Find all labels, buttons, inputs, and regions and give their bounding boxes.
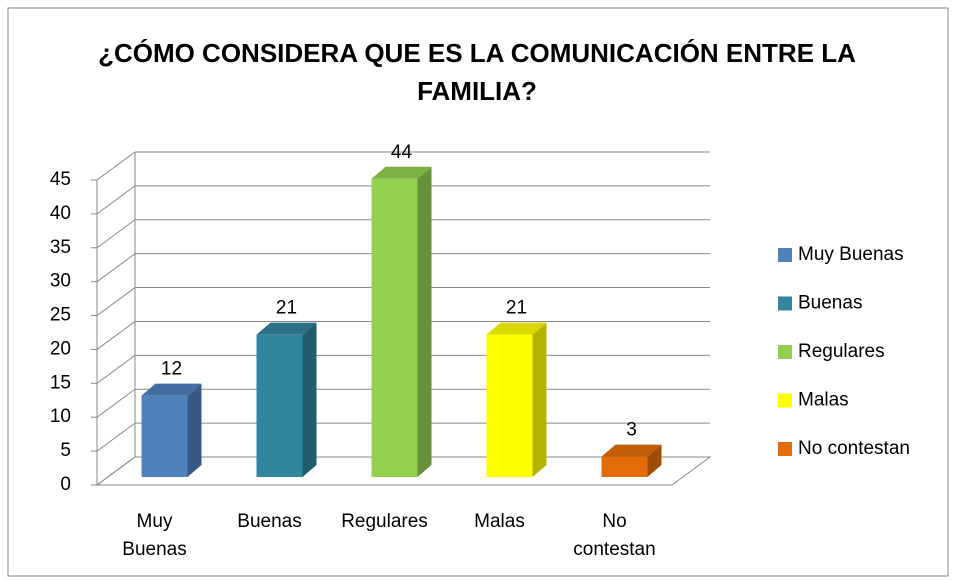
bar xyxy=(141,395,188,477)
bar-top xyxy=(256,322,317,335)
x-tick-label: No contestan xyxy=(573,511,656,560)
legend-swatch xyxy=(778,345,792,359)
grid-line xyxy=(96,253,136,283)
legend-swatch xyxy=(778,442,792,456)
x-tick-label: Buenas xyxy=(237,511,302,532)
grid-line xyxy=(96,422,136,452)
legend-swatch xyxy=(778,393,792,408)
x-tick-label: Regulares xyxy=(341,511,428,532)
legend-label: Malas xyxy=(798,390,849,411)
grid-line xyxy=(96,151,136,181)
grid-line xyxy=(96,219,136,249)
value-label: 21 xyxy=(506,298,527,319)
value-label: 21 xyxy=(276,298,297,319)
y-tick-label: 35 xyxy=(50,237,71,258)
value-label: 44 xyxy=(391,142,413,163)
legend-swatch xyxy=(778,248,792,262)
bar-top xyxy=(601,444,662,457)
value-label: 12 xyxy=(161,359,182,380)
legend-swatch xyxy=(778,296,792,311)
y-tick-label: 10 xyxy=(50,406,71,427)
bar-side xyxy=(302,322,317,477)
y-tick-label: 20 xyxy=(50,338,71,359)
bar xyxy=(371,178,418,477)
grid-line xyxy=(96,388,136,418)
grid-line xyxy=(96,354,136,384)
bar-side xyxy=(532,322,547,477)
y-tick-label: 30 xyxy=(50,271,71,292)
bar-top xyxy=(486,322,547,335)
legend-label: Buenas xyxy=(798,293,862,314)
bar xyxy=(486,334,533,477)
y-tick-label: 0 xyxy=(60,474,71,495)
bar-top xyxy=(141,383,202,396)
bar xyxy=(601,456,648,477)
bar-top xyxy=(371,166,432,179)
bar-side xyxy=(647,444,662,477)
bar xyxy=(256,334,303,477)
y-tick-label: 15 xyxy=(50,372,71,393)
y-tick-label: 45 xyxy=(50,169,71,190)
bar-side xyxy=(187,383,202,477)
legend-label: Regulares xyxy=(798,341,885,362)
legend-label: No contestan xyxy=(798,438,910,459)
y-tick-label: 25 xyxy=(50,305,71,326)
grid-line xyxy=(96,185,136,215)
bar-side xyxy=(417,166,432,477)
y-tick-label: 40 xyxy=(50,203,71,224)
grid-line xyxy=(96,456,136,486)
x-tick-label: Muy Buenas xyxy=(122,511,187,560)
chart-title: ¿CÓMO CONSIDERA QUE ES LA COMUNICACIÓN E… xyxy=(98,38,856,106)
x-tick-label: Malas xyxy=(474,511,525,532)
legend-label: Muy Buenas xyxy=(798,244,904,265)
value-label: 3 xyxy=(626,420,637,441)
chart-border xyxy=(7,7,949,577)
grid-line xyxy=(96,287,136,316)
grid-line xyxy=(96,321,136,350)
y-tick-label: 5 xyxy=(60,440,71,461)
